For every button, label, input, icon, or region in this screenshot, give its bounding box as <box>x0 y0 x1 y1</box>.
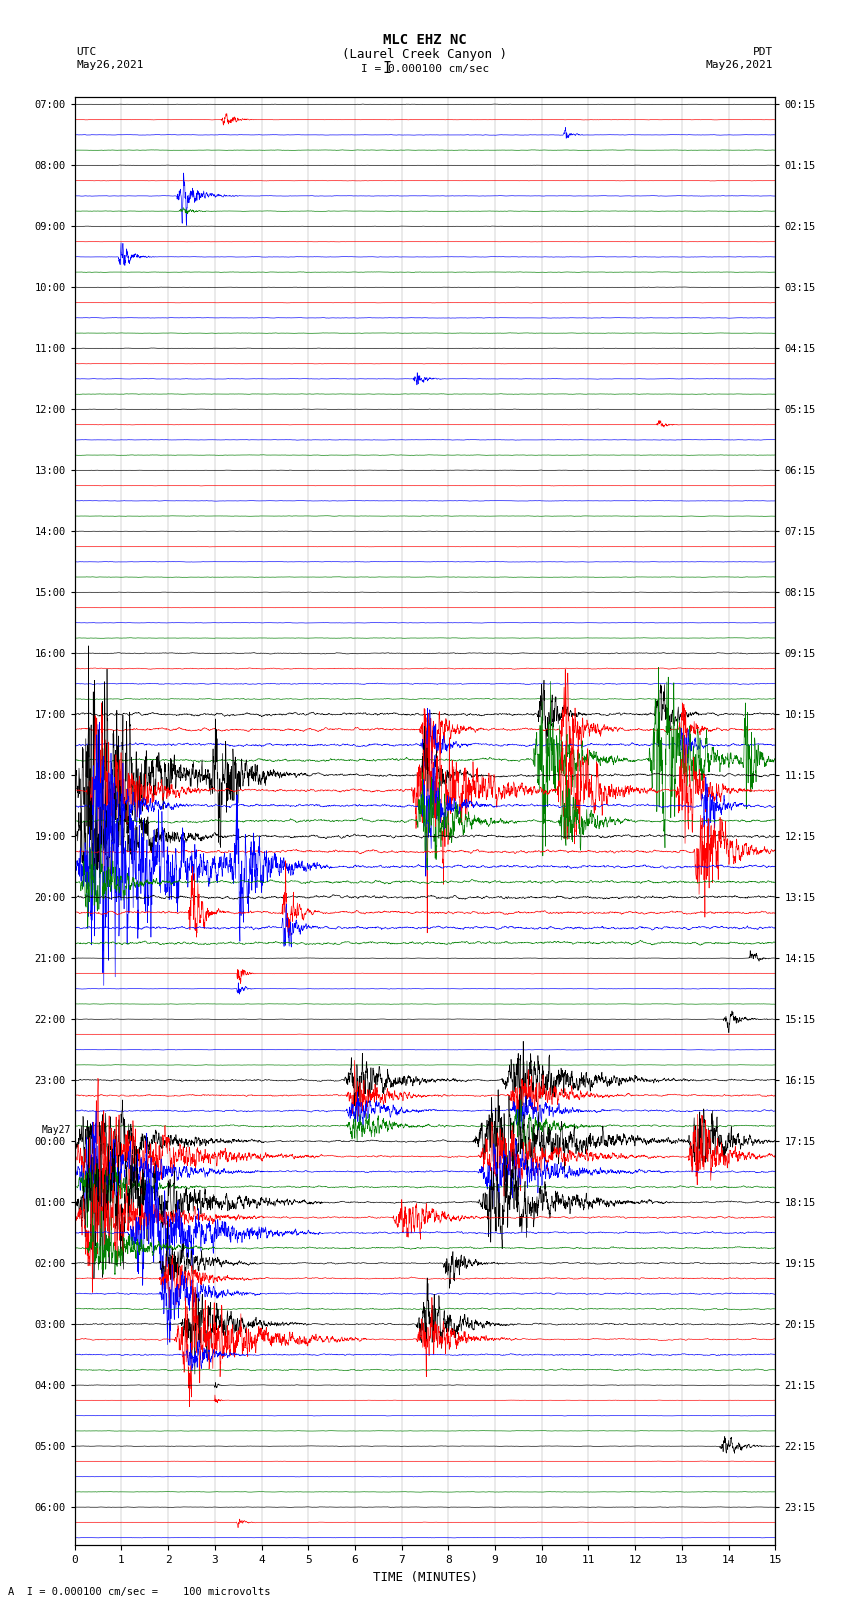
X-axis label: TIME (MINUTES): TIME (MINUTES) <box>372 1571 478 1584</box>
Text: I: I <box>382 61 391 76</box>
Text: PDT: PDT <box>753 47 774 56</box>
Text: May27: May27 <box>41 1124 71 1136</box>
Text: UTC: UTC <box>76 47 97 56</box>
Text: May26,2021: May26,2021 <box>76 60 144 69</box>
Text: A  I = 0.000100 cm/sec =    100 microvolts: A I = 0.000100 cm/sec = 100 microvolts <box>8 1587 271 1597</box>
Text: (Laurel Creek Canyon ): (Laurel Creek Canyon ) <box>343 47 507 61</box>
Text: May26,2021: May26,2021 <box>706 60 774 69</box>
Text: I = 0.000100 cm/sec: I = 0.000100 cm/sec <box>361 63 489 74</box>
Text: MLC EHZ NC: MLC EHZ NC <box>383 32 467 47</box>
